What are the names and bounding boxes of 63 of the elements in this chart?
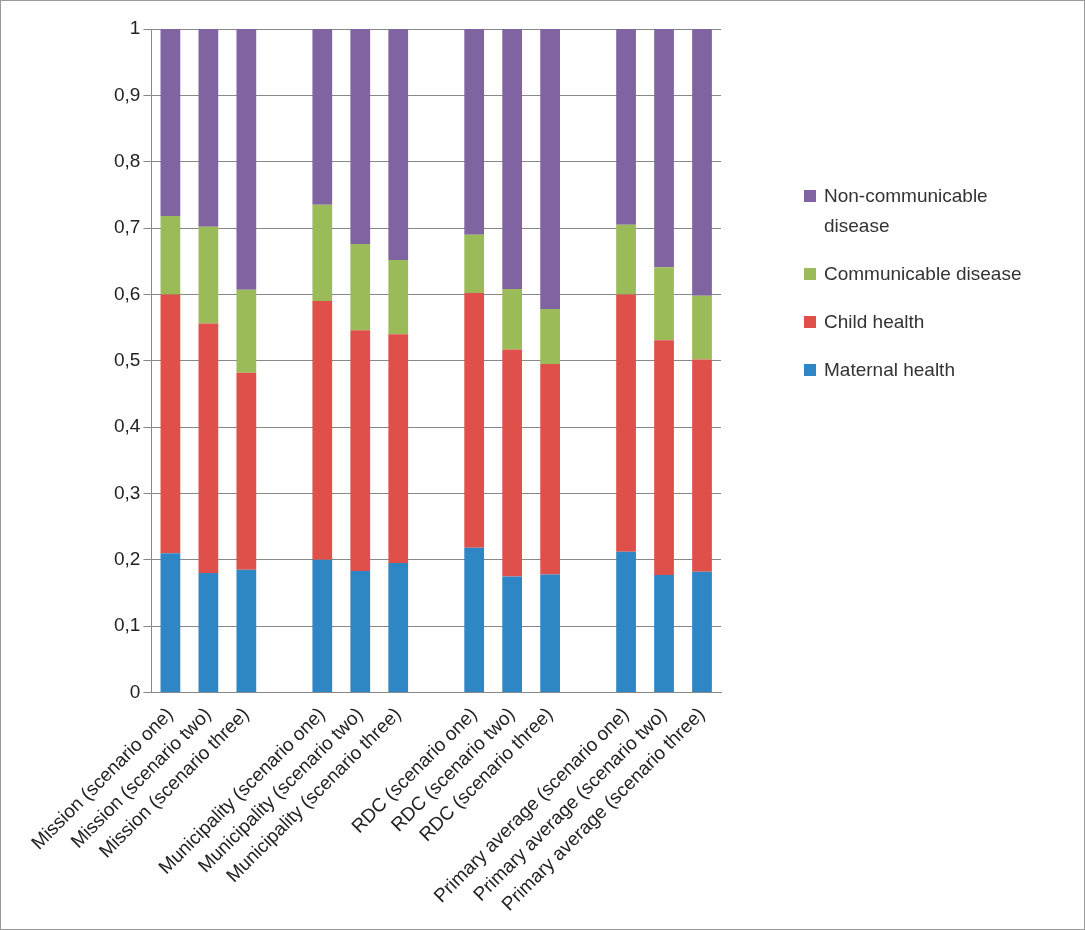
bar xyxy=(692,295,712,360)
bar xyxy=(198,29,219,227)
bar xyxy=(654,267,674,341)
y-tick-label: 1 xyxy=(129,17,141,39)
bar xyxy=(654,29,674,268)
bar xyxy=(160,29,181,217)
bar xyxy=(464,29,485,235)
y-tick-label: 0,9 xyxy=(113,83,141,105)
bar xyxy=(464,547,485,692)
bar xyxy=(350,29,371,244)
bar xyxy=(350,330,371,572)
bar xyxy=(312,29,333,205)
y-tick-label: 0,2 xyxy=(113,548,141,570)
bar xyxy=(464,293,485,548)
bar xyxy=(388,29,409,260)
bar xyxy=(692,359,712,572)
bar xyxy=(350,243,371,331)
bar xyxy=(692,29,712,296)
bar xyxy=(616,224,636,295)
bar xyxy=(388,259,409,335)
bar xyxy=(198,573,219,692)
y-tick-label: 0,3 xyxy=(113,481,141,503)
bar xyxy=(198,323,219,574)
bar xyxy=(502,289,523,350)
bar xyxy=(236,29,257,290)
bar xyxy=(160,553,181,692)
bar xyxy=(502,349,523,577)
bar xyxy=(350,571,371,692)
y-tick-label: 0,7 xyxy=(113,216,141,238)
y-tick-label: 0,1 xyxy=(113,614,141,636)
bar xyxy=(540,309,560,365)
bar xyxy=(160,216,181,295)
legend-label: Communicable disease xyxy=(824,262,1023,286)
bar xyxy=(540,364,560,575)
bar xyxy=(312,559,333,692)
bar xyxy=(502,29,523,290)
bar xyxy=(616,294,636,552)
bar xyxy=(464,234,485,294)
y-tick-label: 0,4 xyxy=(113,415,141,437)
bar xyxy=(236,372,257,570)
legend-label: Child health xyxy=(824,310,926,334)
bar xyxy=(388,563,409,692)
bar xyxy=(312,301,333,560)
y-tick-label: 0,5 xyxy=(113,348,141,370)
bar xyxy=(160,294,181,554)
bar xyxy=(236,569,257,692)
legend-label: Maternal health xyxy=(824,358,956,382)
bar xyxy=(616,29,636,225)
bar xyxy=(616,551,636,692)
legend-label: Non-communicable disease xyxy=(824,184,989,238)
bar xyxy=(198,226,219,324)
bar xyxy=(236,289,257,373)
bar xyxy=(654,575,674,692)
y-tick-label: 0,6 xyxy=(113,282,141,304)
bar xyxy=(540,574,560,692)
bar xyxy=(540,29,560,309)
bar xyxy=(388,334,409,564)
y-tick-label: 0,8 xyxy=(113,149,141,171)
bar xyxy=(654,340,674,576)
bar xyxy=(692,571,712,692)
bar xyxy=(312,204,333,302)
y-tick-label: 0 xyxy=(129,680,141,702)
bar xyxy=(502,576,523,692)
